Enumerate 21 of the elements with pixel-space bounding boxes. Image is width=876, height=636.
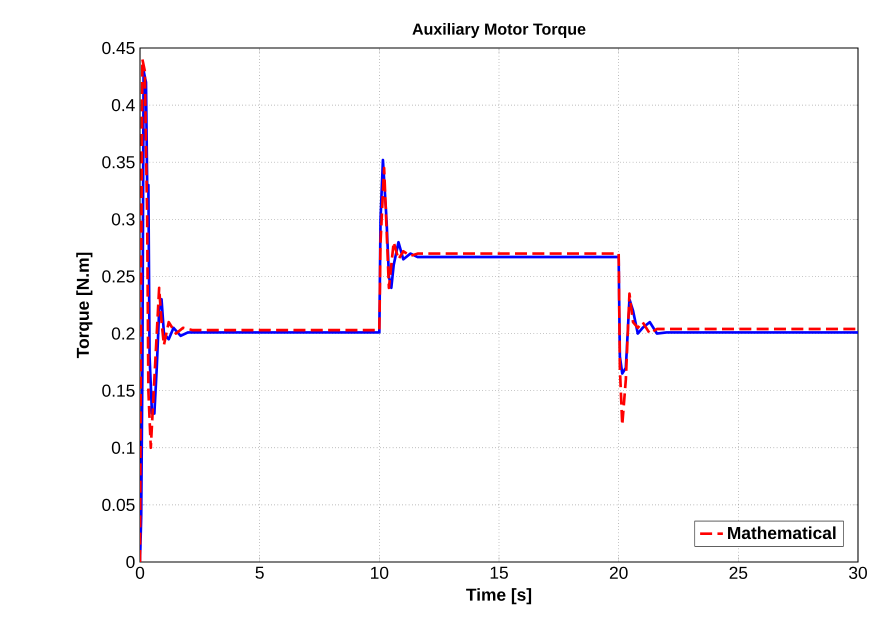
y-tick-label: 0.25 [102, 270, 135, 283]
x-tick-label: 10 [371, 566, 388, 579]
y-tick-label: 0 [126, 556, 135, 568]
y-tick-label: 0.45 [102, 42, 135, 54]
y-tick-label: 0.4 [112, 98, 135, 112]
chart-title: Auxiliary Motor Torque [412, 23, 586, 38]
y-axis-title: Torque [N.m] [76, 252, 92, 358]
y-tick-label: 0.15 [102, 384, 135, 397]
y-tick-label: 0.05 [102, 498, 135, 512]
x-tick-label: 30 [849, 566, 867, 579]
x-tick-label: 20 [610, 566, 628, 579]
y-tick-label: 0.35 [102, 156, 135, 168]
x-tick-label: 25 [730, 566, 748, 579]
x-tick-label: 5 [256, 566, 264, 579]
y-tick-label: 0.3 [112, 213, 135, 226]
x-tick-label: 0 [136, 566, 144, 579]
x-tick-label: 15 [490, 566, 508, 579]
legend-label: Mathematical [728, 526, 836, 540]
y-tick-label: 0.1 [112, 442, 134, 454]
y-tick-label: 0.2 [112, 327, 134, 340]
x-axis-title: Time [s] [466, 588, 532, 604]
